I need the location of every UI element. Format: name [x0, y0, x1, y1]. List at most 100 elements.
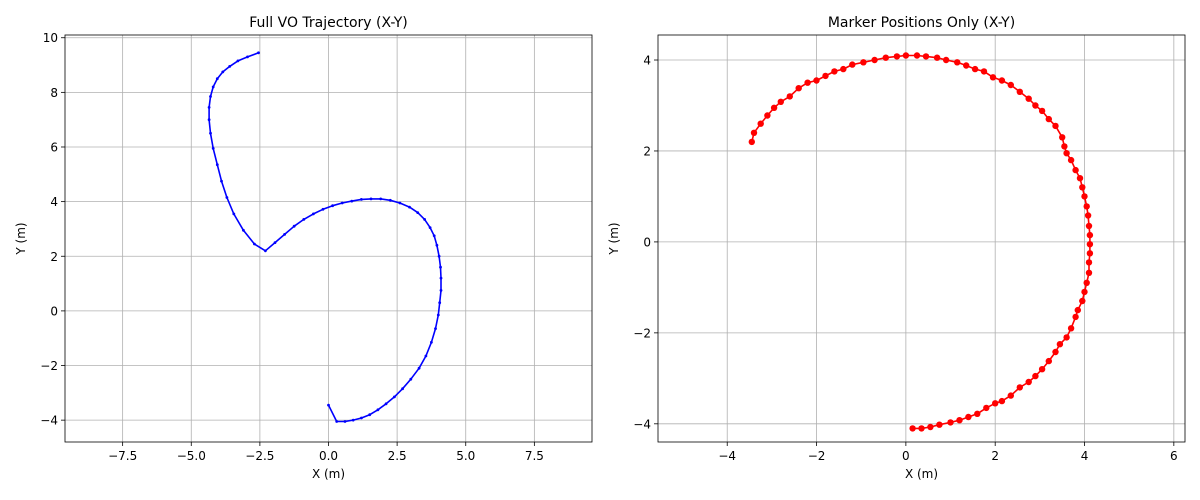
- data-point: [786, 93, 793, 100]
- y-tick-label: 10: [43, 31, 58, 45]
- data-point: [430, 340, 433, 344]
- data-point: [327, 403, 330, 407]
- data-point: [971, 65, 979, 73]
- y-tick-label: 2: [643, 144, 651, 158]
- data-point: [942, 56, 950, 64]
- x-tick-label: −7.5: [108, 449, 137, 463]
- data-point: [1045, 115, 1053, 123]
- data-point: [871, 56, 878, 64]
- marker-positions-series: [748, 52, 1094, 432]
- data-point: [1038, 107, 1046, 115]
- data-point: [956, 417, 963, 424]
- data-point: [369, 197, 373, 201]
- x-tick-label: 2.5: [388, 449, 407, 463]
- data-point: [321, 207, 325, 211]
- data-point: [989, 74, 997, 81]
- data-point: [368, 413, 372, 417]
- data-point: [393, 395, 396, 399]
- data-point: [264, 249, 267, 253]
- data-point: [398, 201, 402, 205]
- x-tick-label: −4: [718, 449, 736, 463]
- data-point: [902, 52, 910, 59]
- data-point: [1025, 95, 1032, 102]
- data-point: [909, 425, 916, 432]
- marker-positions-plot: −4 −2 0 2 4 6 −4 −2 0 2 4 Marker Positions Only (X…: [607, 15, 1186, 481]
- data-point: [439, 289, 443, 292]
- data-point: [1016, 88, 1023, 96]
- data-point: [1061, 143, 1068, 150]
- data-point: [933, 54, 941, 61]
- data-point: [246, 55, 249, 59]
- data-point: [1067, 156, 1075, 164]
- data-point: [436, 313, 440, 317]
- data-point: [215, 77, 219, 81]
- data-point: [242, 228, 245, 232]
- data-point: [1059, 134, 1066, 141]
- data-point: [335, 420, 339, 423]
- y-tick-label: −2: [40, 359, 58, 373]
- data-point: [1086, 241, 1094, 248]
- data-point: [954, 59, 961, 66]
- data-point: [1056, 341, 1064, 348]
- data-point: [1076, 175, 1084, 182]
- data-point: [1074, 306, 1082, 314]
- data-point: [428, 226, 432, 230]
- x-tick-label: 4: [1081, 449, 1089, 463]
- data-point: [849, 61, 856, 68]
- data-point: [376, 408, 380, 412]
- chart-title: Full VO Trajectory (X-Y): [249, 15, 408, 31]
- data-point: [757, 120, 764, 127]
- data-point: [331, 204, 334, 208]
- x-tick-label: −2.5: [245, 449, 274, 463]
- y-tick-label: 4: [643, 54, 651, 68]
- data-point: [207, 106, 211, 109]
- data-point: [257, 51, 260, 55]
- x-tick-label: 5.0: [456, 449, 475, 463]
- data-point: [432, 234, 436, 238]
- data-point: [1086, 231, 1094, 239]
- x-tick-label: −5.0: [177, 449, 206, 463]
- x-tick-label: 6: [1170, 449, 1178, 463]
- y-tick-label: 0: [50, 304, 58, 318]
- data-point: [1016, 384, 1023, 391]
- data-point: [974, 410, 981, 417]
- data-point: [1063, 150, 1070, 157]
- data-point: [207, 118, 211, 122]
- y-tick-label: 8: [50, 86, 58, 100]
- data-point: [302, 218, 306, 221]
- data-point: [1025, 378, 1032, 386]
- vo-trajectory-plot: −7.5 −5.0 −2.5 0.0 2.5 5.0 7.5 −4 −2 0 2 4 6 8 10 Full…: [14, 15, 593, 481]
- data-point: [764, 112, 771, 119]
- data-point: [1072, 313, 1079, 321]
- series-line: [208, 52, 442, 423]
- data-point: [388, 198, 392, 202]
- data-point: [209, 131, 212, 135]
- data-point: [384, 402, 388, 406]
- data-point: [1032, 102, 1039, 109]
- data-point: [992, 400, 999, 407]
- plot-frame: [657, 34, 1186, 443]
- data-point: [860, 59, 867, 66]
- data-point: [409, 377, 413, 381]
- data-point: [913, 52, 921, 59]
- data-point: [424, 354, 428, 358]
- axis-ticks: −7.5 −5.0 −2.5 0.0 2.5 5.0 7.5 −4 −2 0 2 4 6 8 10: [40, 31, 544, 463]
- y-tick-label: 2: [50, 250, 58, 264]
- data-point: [822, 72, 829, 80]
- axis-ticks: −4 −2 0 2 4 6 −4 −2 0 2 4: [633, 54, 1177, 463]
- data-point: [408, 205, 411, 209]
- data-point: [1067, 325, 1075, 332]
- data-point: [998, 77, 1006, 84]
- data-point: [351, 418, 355, 422]
- data-point: [748, 138, 755, 146]
- data-point: [770, 104, 778, 112]
- data-point: [1032, 372, 1039, 380]
- data-point: [1079, 297, 1086, 305]
- y-tick-label: 4: [50, 195, 58, 209]
- data-point: [795, 85, 802, 92]
- data-point: [221, 70, 225, 74]
- data-point: [1052, 348, 1059, 356]
- data-point: [343, 420, 347, 423]
- data-point: [1052, 122, 1059, 130]
